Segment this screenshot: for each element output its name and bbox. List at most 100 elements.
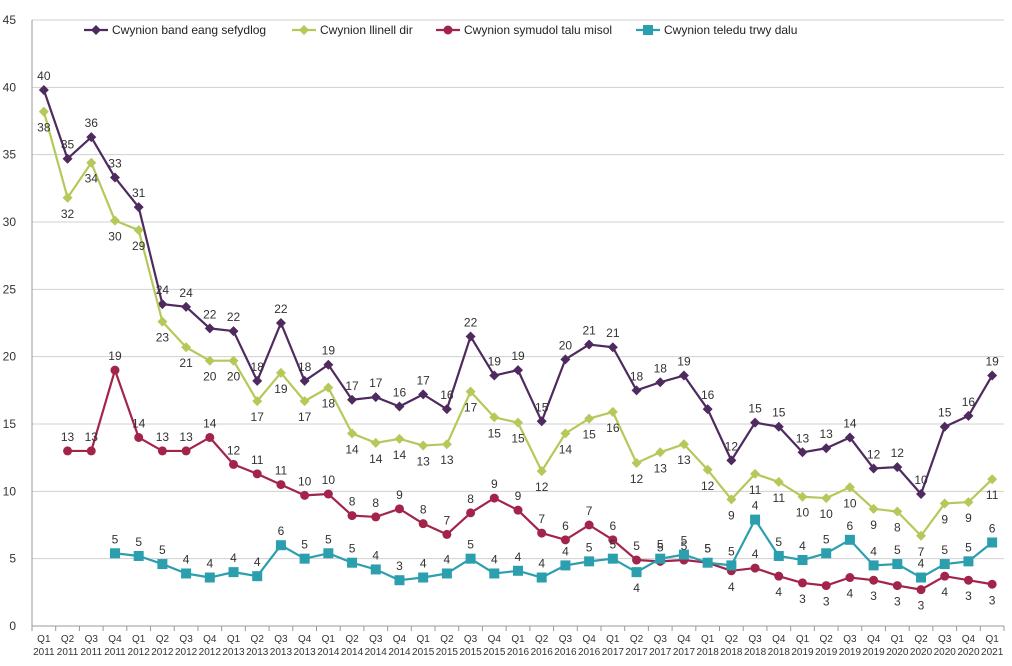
data-point: [86, 446, 96, 456]
data-point: [252, 571, 263, 582]
data-point: [394, 504, 404, 514]
data-point: [347, 428, 358, 439]
data-point: [252, 469, 262, 479]
data-label: 40: [37, 69, 51, 83]
data-point: [181, 301, 192, 312]
data-label: 18: [322, 397, 336, 411]
data-label: 33: [108, 157, 122, 171]
x-tick-label-quarter: Q3: [85, 634, 99, 645]
data-label: 5: [325, 532, 332, 546]
data-point: [584, 413, 595, 424]
data-point: [560, 535, 570, 545]
data-label: 5: [728, 544, 735, 558]
data-label: 7: [538, 512, 545, 526]
data-label: 5: [586, 540, 593, 554]
data-label: 5: [301, 538, 308, 552]
x-tick-label-quarter: Q1: [132, 634, 146, 645]
data-point: [204, 323, 215, 334]
x-tick-label-quarter: Q1: [796, 634, 810, 645]
data-label: 8: [420, 503, 427, 517]
data-point: [869, 575, 879, 585]
data-label: 4: [633, 581, 640, 595]
x-tick-label-quarter: Q2: [535, 634, 549, 645]
data-point: [868, 503, 879, 514]
data-point: [584, 339, 595, 350]
data-label: 4: [775, 585, 782, 599]
data-label: 16: [606, 421, 620, 435]
data-label: 6: [847, 519, 854, 533]
data-label: 8: [349, 495, 356, 509]
data-point: [702, 557, 713, 568]
data-point: [868, 463, 879, 474]
data-point: [252, 396, 263, 407]
data-label: 5: [657, 538, 664, 552]
data-label: 9: [728, 508, 735, 522]
data-point: [133, 550, 144, 561]
data-point: [892, 462, 903, 473]
data-label: 13: [156, 430, 170, 444]
data-point: [916, 489, 927, 500]
x-tick-label-year: 2012: [175, 647, 198, 658]
x-tick-label-year: 2017: [649, 647, 672, 658]
data-label: 5: [704, 542, 711, 556]
y-tick-label: 30: [3, 215, 17, 229]
data-label: 5: [681, 534, 688, 548]
data-label: 5: [349, 542, 356, 556]
data-label: 36: [85, 116, 99, 130]
data-label: 3: [396, 559, 403, 573]
series-4: 5 554 4 4 465 55 43 4 454 4 44 5 545 55 545 4 564 545 56: [109, 499, 998, 595]
x-tick-label-year: 2016: [507, 647, 530, 658]
x-tick-label-year: 2013: [222, 647, 245, 658]
legend-marker: [91, 25, 101, 35]
x-tick-label-quarter: Q3: [274, 634, 288, 645]
x-tick-label-year: 2020: [934, 647, 957, 658]
data-point: [62, 192, 73, 203]
data-point: [939, 498, 950, 509]
data-point: [560, 354, 571, 365]
data-point: [536, 416, 547, 427]
data-label: 5: [135, 535, 142, 549]
data-label: 7: [444, 513, 451, 527]
data-label: 15: [772, 406, 786, 420]
data-point: [702, 464, 713, 475]
y-tick-label: 35: [3, 148, 17, 162]
x-tick-label-year: 2017: [625, 647, 648, 658]
data-label: 15: [488, 426, 502, 440]
data-label: 4: [372, 548, 379, 562]
data-point: [632, 555, 642, 565]
x-tick-label-quarter: Q1: [701, 634, 715, 645]
data-label: 13: [85, 430, 99, 444]
data-label: 20: [203, 370, 217, 384]
data-point: [916, 572, 927, 583]
data-label: 10: [843, 496, 857, 510]
data-label: 4: [230, 551, 237, 565]
data-point: [466, 508, 476, 518]
data-point: [678, 370, 689, 381]
data-label: 7: [586, 504, 593, 518]
data-label: 19: [274, 382, 288, 396]
y-tick-label: 5: [9, 552, 16, 566]
data-point: [845, 573, 855, 583]
data-label: 3: [965, 589, 972, 603]
data-label: 13: [820, 427, 834, 441]
data-point: [228, 355, 239, 366]
data-point: [228, 326, 239, 337]
data-point: [560, 560, 571, 571]
data-label: 9: [491, 477, 498, 491]
data-point: [655, 447, 666, 458]
data-label: 20: [227, 370, 241, 384]
data-point: [750, 514, 761, 525]
x-tick-label-year: 2020: [910, 647, 933, 658]
data-label: 19: [677, 355, 691, 369]
data-point: [370, 564, 381, 575]
data-label: 17: [345, 379, 359, 393]
series-1: 40 35 36 33 31 24 24 22 22 18 22 18 19 17 17 16 17 16 22 19…: [37, 69, 999, 500]
x-tick-label-quarter: Q2: [440, 634, 454, 645]
data-label: 4: [752, 499, 759, 513]
x-tick-label-quarter: Q2: [251, 634, 265, 645]
data-label: 24: [179, 286, 193, 300]
axes: [31, 20, 1005, 631]
